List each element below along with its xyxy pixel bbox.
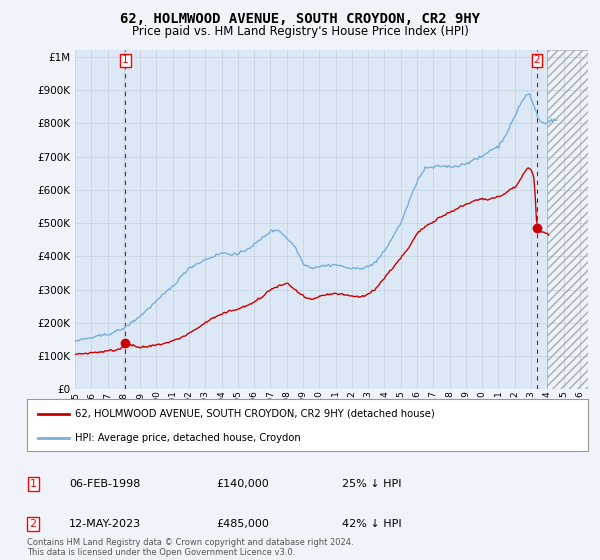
Text: £485,000: £485,000 [216,519,269,529]
Text: 1: 1 [29,479,37,489]
Text: 2: 2 [533,55,540,66]
Text: 42% ↓ HPI: 42% ↓ HPI [342,519,401,529]
Text: 06-FEB-1998: 06-FEB-1998 [69,479,140,489]
Bar [547,50,588,389]
Text: Price paid vs. HM Land Registry's House Price Index (HPI): Price paid vs. HM Land Registry's House … [131,25,469,38]
Text: 25% ↓ HPI: 25% ↓ HPI [342,479,401,489]
Text: 12-MAY-2023: 12-MAY-2023 [69,519,141,529]
Text: 1: 1 [122,55,128,66]
Text: £140,000: £140,000 [216,479,269,489]
Text: 62, HOLMWOOD AVENUE, SOUTH CROYDON, CR2 9HY (detached house): 62, HOLMWOOD AVENUE, SOUTH CROYDON, CR2 … [74,409,434,419]
Text: 2: 2 [29,519,37,529]
Text: Contains HM Land Registry data © Crown copyright and database right 2024.
This d: Contains HM Land Registry data © Crown c… [27,538,353,557]
Bar [547,50,588,389]
Text: HPI: Average price, detached house, Croydon: HPI: Average price, detached house, Croy… [74,433,301,443]
Text: 62, HOLMWOOD AVENUE, SOUTH CROYDON, CR2 9HY: 62, HOLMWOOD AVENUE, SOUTH CROYDON, CR2 … [120,12,480,26]
